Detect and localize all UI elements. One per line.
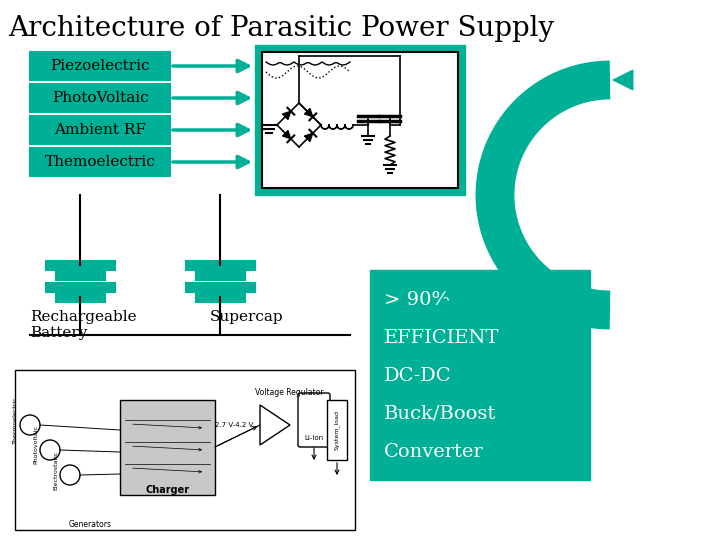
- FancyBboxPatch shape: [262, 52, 458, 188]
- Text: Electrostatic: Electrostatic: [53, 450, 58, 490]
- FancyBboxPatch shape: [30, 148, 170, 176]
- Text: PhotoVoltaic: PhotoVoltaic: [52, 91, 148, 105]
- Text: Generators: Generators: [68, 520, 112, 529]
- Polygon shape: [305, 133, 312, 141]
- FancyBboxPatch shape: [30, 116, 170, 144]
- FancyBboxPatch shape: [30, 84, 170, 112]
- Polygon shape: [305, 109, 312, 117]
- Text: System_load: System_load: [334, 410, 340, 450]
- FancyBboxPatch shape: [298, 393, 330, 447]
- FancyBboxPatch shape: [30, 52, 170, 80]
- Polygon shape: [282, 130, 291, 139]
- Text: Voltage Regulator: Voltage Regulator: [255, 388, 323, 397]
- FancyBboxPatch shape: [255, 45, 465, 195]
- FancyBboxPatch shape: [15, 370, 355, 530]
- Text: Themoelectric: Themoelectric: [45, 155, 156, 169]
- FancyBboxPatch shape: [370, 270, 590, 480]
- Text: Converter: Converter: [384, 443, 484, 461]
- Text: Rechargeable
Battery: Rechargeable Battery: [30, 310, 137, 340]
- Text: Photovoltaic: Photovoltaic: [33, 426, 38, 464]
- Text: 2.7 V-4.2 V: 2.7 V-4.2 V: [215, 422, 253, 428]
- FancyBboxPatch shape: [120, 400, 215, 495]
- Text: Ambient RF: Ambient RF: [54, 123, 146, 137]
- Text: Thermoelectric: Thermoelectric: [13, 396, 18, 444]
- Text: Buck/Boost: Buck/Boost: [384, 405, 496, 423]
- Text: EFFICIENT: EFFICIENT: [384, 329, 500, 347]
- Polygon shape: [282, 111, 291, 120]
- Text: Supercap: Supercap: [210, 310, 284, 324]
- Text: Piezoelectric: Piezoelectric: [50, 59, 150, 73]
- FancyBboxPatch shape: [327, 400, 347, 460]
- Text: Architecture of Parasitic Power Supply: Architecture of Parasitic Power Supply: [8, 15, 554, 42]
- Text: > 90%: > 90%: [384, 291, 450, 309]
- Text: DC-DC: DC-DC: [384, 367, 451, 385]
- Text: Charger: Charger: [145, 485, 189, 495]
- Text: Li-Ion: Li-Ion: [305, 435, 323, 441]
